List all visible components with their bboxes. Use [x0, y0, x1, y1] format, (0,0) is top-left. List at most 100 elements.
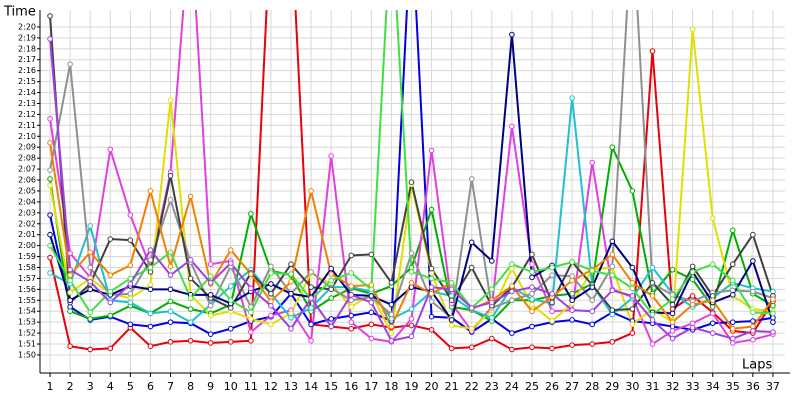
data-point [529, 251, 535, 258]
data-point [147, 257, 154, 263]
data-point [248, 337, 254, 344]
data-point [207, 261, 214, 268]
data-point [408, 333, 415, 340]
data-point [489, 314, 495, 321]
data-point [248, 271, 254, 277]
x-tick-label: 26 [545, 380, 559, 393]
data-point [368, 293, 375, 299]
x-tick-label: 5 [127, 380, 134, 393]
data-point [408, 306, 415, 312]
data-point [47, 182, 53, 189]
data-point [107, 299, 114, 306]
data-point [448, 286, 455, 293]
data-point [268, 321, 274, 328]
data-point [227, 325, 234, 332]
data-point [348, 304, 355, 310]
data-point [87, 264, 94, 271]
data-point [448, 345, 455, 352]
data-point [729, 335, 736, 342]
data-point [669, 335, 676, 342]
data-point [67, 272, 73, 278]
data-point [589, 159, 596, 166]
data-point [609, 263, 616, 270]
data-point [248, 329, 254, 335]
data-point [328, 323, 334, 330]
data-point [87, 278, 94, 285]
data-point [67, 308, 73, 315]
x-tick-label: 4 [107, 380, 114, 393]
data-point [569, 95, 575, 101]
data-point [750, 309, 756, 316]
data-point [689, 324, 696, 331]
y-tick-label: 2:07 [18, 165, 36, 174]
x-tick-label: 2 [67, 380, 74, 393]
data-point [569, 259, 575, 265]
data-point [529, 344, 535, 351]
data-point [288, 261, 294, 268]
data-point [187, 193, 194, 200]
data-point [569, 317, 575, 323]
x-tick-label: 22 [465, 380, 479, 393]
data-point [308, 295, 314, 301]
data-point [328, 316, 334, 322]
data-point [509, 261, 515, 268]
x-tick-label: 36 [746, 380, 760, 393]
data-point [689, 269, 696, 275]
x-tick-label: 33 [686, 380, 700, 393]
y-tick-label: 2:11 [18, 121, 36, 130]
data-point [107, 345, 114, 352]
data-point [187, 337, 194, 344]
data-point [147, 286, 154, 293]
data-point [629, 330, 636, 336]
y-tick-label: 2:10 [18, 132, 36, 141]
data-point [649, 48, 656, 54]
x-tick-label: 17 [364, 380, 378, 393]
data-point [549, 264, 555, 271]
x-tick-label: 6 [147, 380, 154, 393]
x-tick-label: 3 [87, 380, 94, 393]
data-point [468, 176, 475, 182]
data-point [529, 323, 535, 330]
data-point [709, 261, 716, 268]
data-point [629, 306, 636, 312]
data-point [268, 302, 274, 309]
data-point [729, 325, 736, 332]
y-tick-label: 1:51 [18, 340, 36, 349]
x-tick-label: 8 [187, 380, 194, 393]
data-point [428, 327, 435, 333]
data-point [468, 305, 475, 311]
data-point [87, 249, 94, 255]
x-tick-label: 19 [404, 380, 418, 393]
y-tick-label: 2:03 [18, 208, 36, 217]
data-point [47, 115, 53, 122]
data-point [649, 311, 656, 318]
data-point [468, 264, 475, 271]
data-point [67, 297, 73, 304]
data-point [489, 258, 495, 264]
data-point [348, 312, 355, 319]
data-point [669, 310, 676, 317]
x-tick-label: 9 [207, 380, 214, 393]
data-point [348, 319, 355, 325]
data-point [489, 299, 495, 306]
x-tick-label: 24 [505, 380, 519, 393]
data-point [167, 263, 174, 270]
data-point [529, 261, 535, 268]
data-point [428, 275, 435, 282]
data-point [288, 290, 294, 297]
data-point [147, 323, 154, 330]
data-point [388, 337, 395, 344]
y-tick-label: 2:00 [18, 241, 36, 250]
data-point [770, 302, 776, 309]
data-point [368, 321, 375, 328]
data-point [67, 289, 73, 296]
data-point [549, 308, 555, 315]
data-point [127, 237, 134, 243]
data-point [509, 346, 515, 353]
x-tick-label: 18 [384, 380, 398, 393]
data-point [67, 266, 73, 273]
data-point [147, 247, 154, 253]
data-point [569, 307, 575, 313]
data-point [47, 231, 53, 238]
